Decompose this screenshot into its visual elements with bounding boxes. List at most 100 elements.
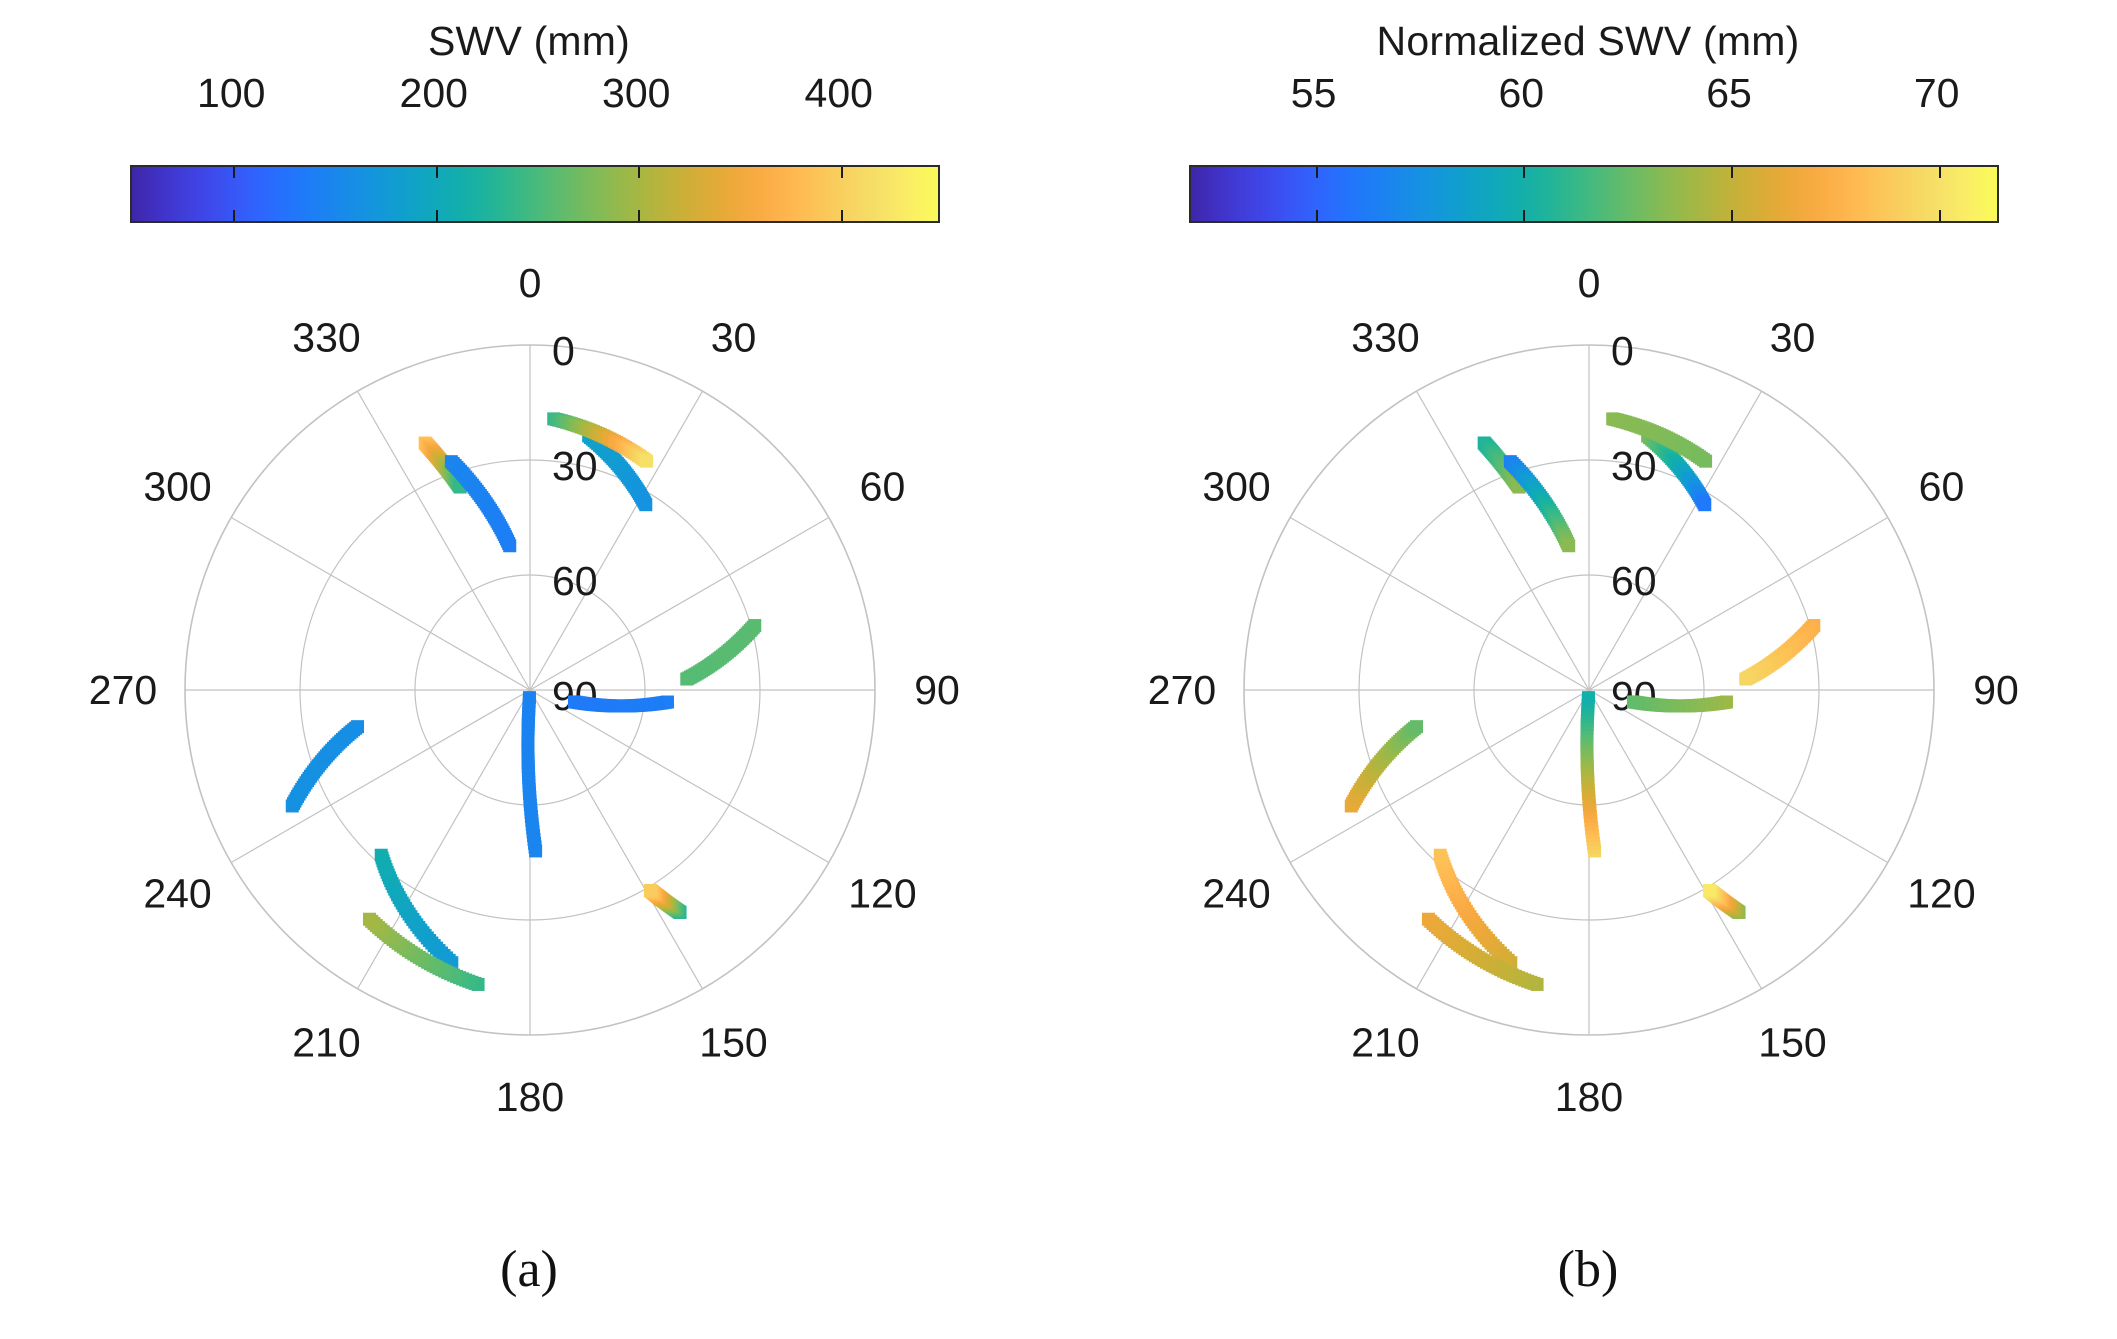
satellite-tracks — [1344, 412, 1821, 991]
polar-grid-spoke — [529, 390, 704, 691]
polar-grid-spoke — [356, 689, 531, 990]
track-sample — [639, 498, 653, 512]
track-sample — [1702, 883, 1716, 897]
colorbar-tick-mark — [435, 210, 438, 221]
colorbar-b-gradient — [1191, 167, 1997, 221]
colorbar-tick-mark — [1523, 210, 1526, 221]
elevation-tick-label: 30 — [1611, 443, 1657, 489]
colorbar-a: SWV (mm) 100 200 300 400 — [0, 0, 1058, 223]
azimuth-tick-label: 60 — [1919, 464, 1965, 510]
track-sample — [374, 848, 388, 862]
satellite-track[interactable] — [285, 720, 365, 813]
colorbar-tick-mark — [1523, 167, 1526, 178]
elevation-tick-label: 0 — [1611, 328, 1634, 374]
panel-b-caption: (b) — [1557, 1241, 1619, 1298]
satellite-track[interactable] — [1344, 720, 1424, 813]
colorbar-tick-mark — [435, 167, 438, 178]
colorbar-tick-mark — [1315, 210, 1318, 221]
track-sample — [362, 912, 376, 926]
polar-grid-spoke — [1415, 689, 1590, 990]
satellite-track[interactable] — [374, 848, 459, 970]
polar-grid-spoke — [1588, 390, 1763, 691]
satellite-track[interactable] — [1606, 412, 1713, 468]
polar-plot-a[interactable]: 03060901201501802102402703003300306090 — [40, 250, 1020, 1150]
azimuth-tick-label: 330 — [1351, 315, 1419, 361]
polar-axes: 03060901201501802102402703003300306090 — [1148, 260, 2019, 1120]
colorbar-a-title: SWV (mm) — [0, 18, 1058, 65]
panel-a-caption: (a) — [500, 1241, 558, 1298]
colorbar-tick-label: 65 — [1706, 70, 1752, 116]
colorbar-tick-label: 300 — [602, 70, 671, 116]
satellite-track[interactable] — [547, 412, 654, 468]
satellite-track[interactable] — [1433, 848, 1518, 970]
azimuth-tick-label: 240 — [143, 871, 211, 917]
colorbar-tick-mark — [840, 167, 843, 178]
colorbar-b-bar[interactable] — [1189, 165, 1999, 223]
satellite-track[interactable] — [1421, 912, 1544, 991]
elevation-tick-label: 30 — [552, 443, 598, 489]
satellite-track[interactable] — [1739, 619, 1821, 686]
colorbar-tick-mark — [1731, 210, 1733, 221]
polar-grid-spoke — [1415, 390, 1590, 691]
track-sample — [1698, 498, 1712, 512]
panel-b: Normalized SWV (mm) 55 60 65 70 0 30 60 90 120 1… — [1059, 0, 2117, 1339]
track-sample — [643, 883, 657, 897]
satellite-track[interactable] — [362, 912, 485, 991]
polar-grid-spoke — [1588, 516, 1889, 691]
polar-plot-b[interactable]: 03060901201501802102402703003300306090 — [1099, 250, 2079, 1150]
elevation-tick-label: 60 — [1611, 558, 1657, 604]
colorbar-tick-mark — [233, 210, 236, 221]
colorbar-tick-label: 100 — [197, 70, 266, 116]
polar-grid-spoke — [1588, 689, 1763, 990]
track-sample — [522, 691, 536, 705]
azimuth-tick-label: 210 — [292, 1019, 360, 1065]
elevation-tick-label: 60 — [552, 558, 598, 604]
azimuth-tick-label: 300 — [143, 464, 211, 510]
track-sample — [680, 672, 694, 686]
track-sample — [503, 539, 517, 553]
track-sample — [1626, 695, 1640, 709]
satellite-track[interactable] — [1503, 455, 1576, 553]
azimuth-tick-label: 0 — [519, 260, 542, 306]
satellite-track[interactable] — [1580, 691, 1602, 858]
polar-grid-spoke — [529, 689, 704, 990]
azimuth-tick-label: 90 — [914, 667, 960, 713]
satellite-track[interactable] — [444, 455, 517, 553]
colorbar-tick-label: 70 — [1913, 70, 1960, 116]
azimuth-tick-label: 150 — [699, 1019, 767, 1065]
colorbar-a-bar[interactable] — [130, 165, 940, 223]
satellite-track[interactable] — [643, 883, 687, 919]
azimuth-tick-label: 240 — [1202, 871, 1270, 917]
colorbar-tick-label: 200 — [399, 70, 468, 116]
colorbar-b: Normalized SWV (mm) 55 60 65 70 — [1059, 0, 2117, 223]
colorbar-tick-mark — [638, 210, 641, 221]
track-sample — [567, 695, 581, 709]
colorbar-tick-mark — [1731, 167, 1733, 178]
azimuth-tick-label: 90 — [1973, 667, 2019, 713]
polar-grid-spoke — [529, 689, 830, 864]
satellite-track[interactable] — [582, 429, 653, 512]
colorbar-tick-mark — [1938, 210, 1941, 221]
satellite-tracks — [285, 412, 762, 991]
colorbar-tick-mark — [1315, 167, 1318, 178]
polar-axes: 03060901201501802102402703003300306090 — [89, 260, 960, 1120]
polar-grid-spoke — [1289, 689, 1590, 864]
colorbar-tick-mark — [638, 167, 641, 178]
satellite-track[interactable] — [1702, 883, 1746, 919]
track-sample — [1739, 672, 1753, 686]
colorbar-a-title-text: SWV (mm) — [428, 18, 630, 64]
satellite-track[interactable] — [680, 619, 762, 686]
track-sample — [640, 454, 654, 468]
colorbar-tick-mark — [1938, 167, 1941, 178]
panel-a: SWV (mm) 100 200 300 400 0 30 60 90 120 150 180 21… — [0, 0, 1058, 1339]
colorbar-a-tick-labels: 100 200 300 400 — [0, 70, 1058, 120]
satellite-track[interactable] — [521, 691, 543, 858]
satellite-track[interactable] — [567, 695, 674, 713]
colorbar-a-gradient — [132, 167, 938, 221]
satellite-track[interactable] — [1626, 695, 1733, 713]
track-sample — [1433, 848, 1447, 862]
polar-grid-spoke — [1289, 516, 1590, 691]
satellite-track[interactable] — [418, 436, 467, 494]
polar-grid-spoke — [356, 390, 531, 691]
polar-grid-spoke — [230, 516, 531, 691]
